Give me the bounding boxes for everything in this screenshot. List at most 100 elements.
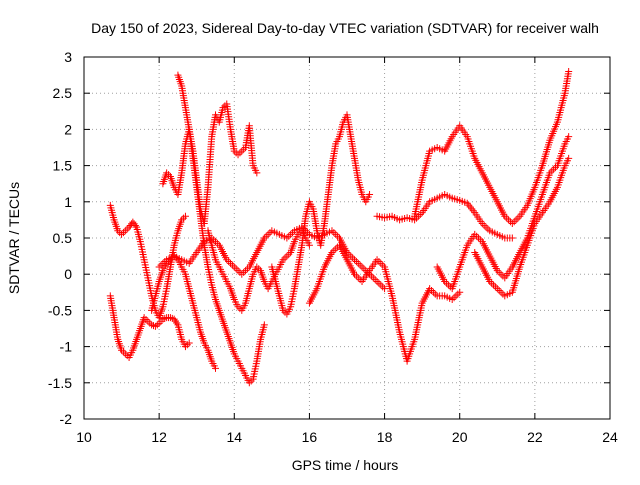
y-tick-label: -2: [60, 411, 73, 427]
data-point-interp: [468, 205, 476, 213]
data-point-interp: [484, 225, 492, 233]
data-point-interp: [431, 290, 439, 298]
data-point: [283, 252, 291, 260]
x-tick-label: 22: [527, 429, 543, 445]
data-point-interp: [330, 229, 338, 237]
series-track-10: [373, 191, 516, 242]
data-point-interp: [123, 352, 131, 360]
data-point-interp: [119, 229, 127, 237]
data-point-interp: [452, 292, 460, 300]
data-point-interp: [450, 294, 458, 302]
data-point: [166, 314, 174, 322]
data-point-interp: [379, 283, 387, 291]
data-point-interp: [367, 272, 375, 280]
data-point-interp: [369, 274, 377, 282]
data-point: [565, 67, 573, 75]
data-point-interp: [510, 218, 518, 226]
series-track-4: [174, 71, 268, 387]
data-point-interp: [503, 214, 511, 222]
series-track-5: [159, 100, 261, 228]
y-axis-label: SDTVAR / TECUs: [6, 182, 22, 294]
x-tick-label: 16: [302, 429, 318, 445]
data-point-interp: [413, 214, 421, 222]
data-point-interp: [262, 232, 270, 240]
data-point: [121, 227, 129, 235]
y-tick-label: 3: [64, 49, 72, 65]
y-tick-label: -0.5: [48, 302, 72, 318]
data-point-interp: [213, 239, 221, 247]
y-tick-label: 1.5: [53, 158, 73, 174]
data-point-interp: [444, 281, 452, 289]
data-point: [212, 364, 219, 372]
data-point-interp: [490, 281, 498, 289]
data-point-interp: [330, 247, 338, 255]
series-track-6: [204, 227, 313, 314]
data-point-interp: [264, 230, 272, 238]
data-point-interp: [172, 254, 180, 262]
data-point-interp: [550, 165, 558, 173]
data-point-interp: [480, 221, 488, 229]
data-point: [238, 147, 246, 155]
y-tick-label: -1.5: [48, 375, 72, 391]
data-point-interp: [454, 290, 462, 298]
data-point: [253, 169, 261, 177]
data-point-interp: [356, 261, 364, 269]
data-point-interp: [234, 267, 242, 275]
data-point-interp: [349, 254, 357, 262]
data-point-interp: [225, 258, 233, 266]
data-point-interp: [228, 261, 236, 269]
y-tick-label: 0: [64, 266, 72, 282]
data-point-interp: [416, 210, 424, 218]
data-point-interp: [476, 236, 484, 244]
data-point-interp: [212, 238, 219, 246]
y-tick-label: 2.5: [53, 85, 73, 101]
data-point-interp: [334, 232, 342, 240]
chart-title: Day 150 of 2023, Sidereal Day-to-day VTE…: [91, 20, 599, 36]
x-tick-label: 20: [452, 429, 468, 445]
series-track-2: [106, 201, 189, 322]
data-point-interp: [514, 214, 522, 222]
x-axis-label: GPS time / hours: [292, 457, 399, 473]
data-point: [358, 263, 366, 271]
data-point-interp: [512, 216, 520, 224]
data-point: [456, 288, 464, 296]
data-point: [366, 191, 374, 199]
data-point-interp: [377, 259, 385, 267]
data-point: [121, 350, 129, 358]
data-point-interp: [161, 258, 169, 266]
data-point: [238, 270, 246, 278]
data-point-interp: [499, 290, 507, 298]
data-point-interp: [157, 261, 165, 269]
data-point-interp: [495, 268, 503, 276]
data-point: [508, 234, 516, 242]
data-point: [305, 241, 313, 249]
x-tick-label: 18: [377, 429, 393, 445]
x-tick-label: 24: [602, 429, 618, 445]
data-point-interp: [281, 254, 289, 262]
data-point: [565, 133, 573, 141]
data-point-interp: [332, 230, 340, 238]
data-point-interp: [354, 259, 362, 267]
data-point-interp: [287, 230, 295, 238]
tick-layer: 10 12 14 16 18 20 22 24 -2 -1.5 -1 -0.5 0 0.5 1 1.5 2 2.5…: [48, 49, 618, 445]
data-point-interp: [375, 279, 383, 287]
data-point-interp: [289, 229, 297, 237]
y-tick-label: -1: [60, 339, 73, 355]
data-point-interp: [240, 268, 248, 276]
data-point-interp: [505, 216, 513, 224]
data-point-interp: [469, 207, 477, 215]
series-track-11: [411, 67, 573, 228]
data-point-interp: [352, 258, 360, 266]
x-tick-label: 10: [76, 429, 92, 445]
x-tick-label: 14: [226, 429, 242, 445]
data-point-interp: [304, 229, 312, 237]
data-point-interp: [352, 272, 360, 280]
data-point-interp: [475, 234, 482, 242]
data-point-interp: [131, 221, 139, 229]
data-point-interp: [371, 276, 379, 284]
data-point-interp: [495, 286, 503, 294]
data-point: [181, 212, 189, 220]
data-point-interp: [332, 245, 340, 253]
data-point-interp: [488, 279, 496, 287]
